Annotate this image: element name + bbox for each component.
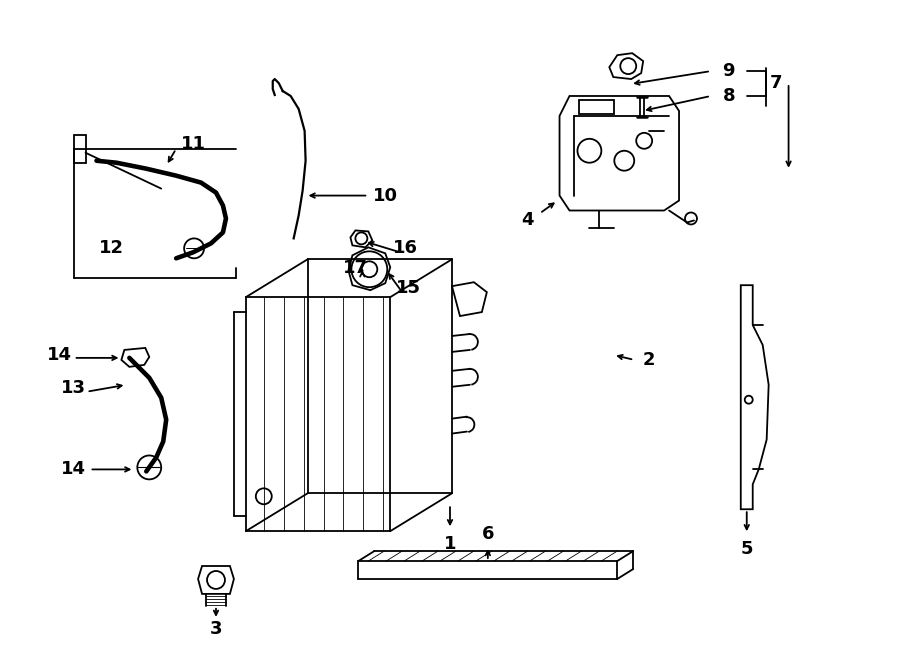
- Text: 13: 13: [61, 379, 86, 397]
- Text: 5: 5: [741, 540, 753, 558]
- Text: 3: 3: [210, 620, 222, 638]
- Text: 8: 8: [723, 87, 735, 105]
- Polygon shape: [350, 231, 373, 247]
- Text: 6: 6: [482, 525, 494, 543]
- Text: 15: 15: [396, 279, 420, 297]
- Text: 1: 1: [444, 535, 456, 553]
- FancyBboxPatch shape: [580, 100, 615, 114]
- Text: 11: 11: [181, 135, 205, 153]
- Text: 16: 16: [392, 239, 418, 257]
- Text: 10: 10: [373, 186, 398, 204]
- Text: 17: 17: [343, 259, 368, 277]
- Polygon shape: [560, 96, 679, 210]
- Text: 7: 7: [770, 74, 782, 92]
- Polygon shape: [609, 53, 644, 79]
- Text: 9: 9: [723, 62, 735, 80]
- Text: 14: 14: [47, 346, 72, 364]
- Text: 4: 4: [521, 212, 534, 229]
- Text: 12: 12: [99, 239, 124, 257]
- Text: 14: 14: [61, 461, 86, 479]
- Text: 2: 2: [643, 351, 655, 369]
- Polygon shape: [348, 247, 391, 290]
- FancyBboxPatch shape: [74, 135, 86, 163]
